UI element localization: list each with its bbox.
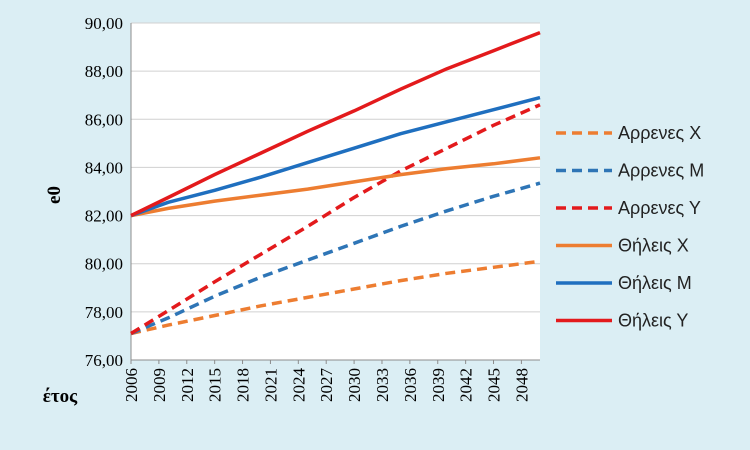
x-tick-label: 2036: [401, 368, 420, 402]
series-line-2: [130, 181, 541, 336]
series-line-6: [130, 30, 541, 218]
x-tick-label: 2033: [373, 368, 392, 402]
legend-label: Αρρενες Υ: [618, 198, 701, 218]
series-line-3: [130, 103, 541, 335]
plot-area: [131, 23, 540, 360]
y-axis-title: e0: [44, 186, 65, 204]
y-tick-label: 80,00: [85, 255, 123, 274]
x-tick-label: 2012: [178, 368, 197, 402]
x-tick-label: 2042: [457, 368, 476, 402]
series-lines: [130, 30, 541, 336]
legend-label: Θήλεις Υ: [618, 311, 688, 331]
x-tick-label: 2045: [485, 368, 504, 402]
x-tick-label: 2009: [150, 368, 169, 402]
legend-label: Αρρενες Μ: [618, 161, 704, 181]
y-axis-ticks: 76,00 78,00 80,00 82,00 84,00 86,00 88,00 90,00: [85, 14, 123, 370]
y-tick-label: 82,00: [85, 207, 123, 226]
legend-label: Θήλεις Χ: [618, 236, 689, 256]
x-tick-label: 2039: [429, 368, 448, 402]
x-axis-ticks: 2006 2009 2012 2015 2018 2021 2024 2027 2030 2033…: [122, 360, 531, 402]
x-axis-title: έτος: [43, 386, 78, 407]
x-tick-label: 2027: [317, 368, 336, 403]
legend-label: Θήλεις Μ: [618, 273, 692, 293]
y-tick-label: 88,00: [85, 62, 123, 81]
series-line-1: [130, 259, 541, 336]
legend-label: Αρρενες Χ: [618, 123, 701, 143]
x-tick-label: 2021: [261, 368, 280, 402]
series-line-5: [130, 95, 541, 218]
y-tick-label: 86,00: [85, 110, 123, 129]
legend: Αρρενες Χ Αρρενες Μ Αρρενες Υ Θήλεις Χ Θήλει…: [556, 123, 704, 331]
x-tick-label: 2015: [206, 368, 225, 402]
x-tick-label: 2018: [234, 368, 253, 402]
y-tick-label: 90,00: [85, 14, 123, 33]
series-line-4: [130, 156, 541, 218]
x-tick-label: 2024: [289, 368, 308, 403]
y-tick-label: 78,00: [85, 303, 123, 322]
x-tick-label: 2048: [512, 368, 531, 402]
x-tick-label: 2030: [345, 368, 364, 402]
y-tick-label: 84,00: [85, 158, 123, 177]
y-tick-label: 76,00: [85, 351, 123, 370]
x-tick-label: 2006: [122, 368, 141, 402]
